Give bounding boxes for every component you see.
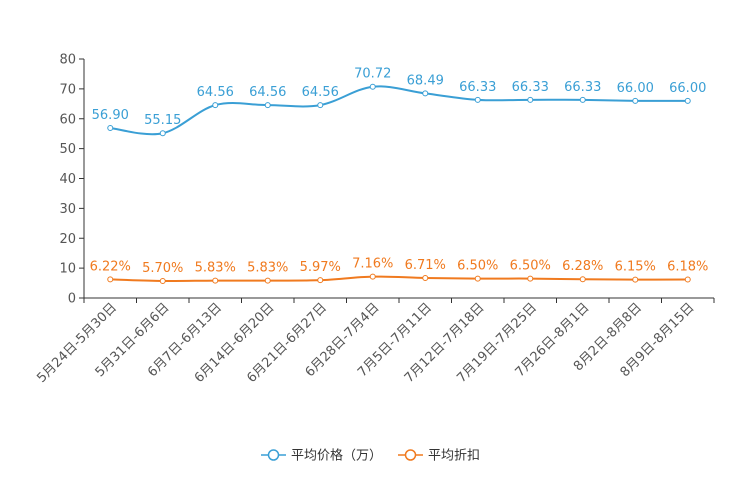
data-point[interactable] — [107, 276, 114, 283]
data-label: 68.49 — [407, 73, 444, 88]
data-label: 7.16% — [352, 257, 393, 272]
y-tick-label: 0 — [68, 292, 76, 307]
y-tick-label: 70 — [59, 82, 76, 97]
data-label: 66.33 — [512, 80, 549, 95]
data-label: 6.15% — [615, 260, 656, 275]
legend-swatch-marker — [267, 449, 280, 461]
series-1: 56.90 55.15 64.56 64.56 64.56 70.72 68.49 66.33… — [92, 67, 706, 137]
y-tick-label: 20 — [59, 232, 76, 247]
data-label: 66.33 — [459, 80, 496, 95]
data-point[interactable] — [159, 130, 166, 137]
data-label: 5.83% — [195, 261, 236, 276]
y-tick-label: 80 — [59, 53, 76, 68]
data-point[interactable] — [422, 90, 429, 97]
series-2: 6.22% 5.70% 5.83% 5.83% 5.97% 7.16% 6.71% 6.50%… — [90, 257, 708, 284]
legend-label: 平均折扣 — [428, 449, 480, 464]
y-tick-label: 10 — [59, 262, 76, 277]
data-point[interactable] — [684, 276, 691, 283]
data-label: 5.97% — [300, 260, 341, 275]
data-point[interactable] — [317, 277, 324, 284]
data-point[interactable] — [527, 275, 534, 282]
series-line — [110, 85, 688, 136]
data-label: 55.15 — [144, 113, 181, 128]
y-tick-label: 40 — [59, 172, 76, 187]
data-label: 6.22% — [90, 259, 131, 274]
data-label: 5.83% — [247, 261, 288, 276]
legend-swatch-marker — [404, 449, 417, 461]
data-label: 64.56 — [302, 85, 339, 100]
data-point[interactable] — [527, 96, 534, 103]
data-point[interactable] — [264, 277, 271, 284]
data-label: 6.18% — [667, 260, 708, 275]
legend-item-1[interactable]: 平均价格（万） — [261, 448, 382, 464]
data-point[interactable] — [632, 97, 639, 104]
data-label: 6.28% — [562, 259, 603, 274]
data-label: 70.72 — [354, 67, 391, 82]
data-point[interactable] — [212, 102, 219, 109]
data-label: 66.33 — [564, 80, 601, 95]
data-point[interactable] — [422, 274, 429, 281]
data-point[interactable] — [579, 276, 586, 283]
data-point[interactable] — [684, 97, 691, 104]
legend[interactable]: 平均价格（万） 平均折扣 — [261, 448, 480, 464]
legend-item-2[interactable]: 平均折扣 — [398, 449, 480, 464]
y-tick-label: 60 — [59, 112, 76, 127]
data-label: 66.00 — [617, 81, 654, 96]
series-layer: 56.90 55.15 64.56 64.56 64.56 70.72 68.49 66.33… — [90, 67, 708, 284]
data-point[interactable] — [212, 277, 219, 284]
data-point[interactable] — [107, 125, 114, 132]
data-point[interactable] — [369, 273, 376, 280]
data-point[interactable] — [369, 83, 376, 90]
data-label: 5.70% — [142, 261, 183, 276]
data-label: 56.90 — [92, 108, 129, 123]
data-point[interactable] — [579, 96, 586, 103]
data-label: 64.56 — [197, 85, 234, 100]
data-point[interactable] — [474, 96, 481, 103]
data-label: 64.56 — [249, 85, 286, 100]
data-point[interactable] — [159, 277, 166, 284]
x-axis: 5月24日-5月30日5月31日-6月6日6月7日-6月13日6月14日-6月2… — [34, 297, 715, 386]
data-point[interactable] — [264, 102, 271, 109]
data-point[interactable] — [474, 275, 481, 282]
y-axis: 0 10 20 30 40 50 60 70 80 — [59, 53, 85, 307]
series-line — [110, 275, 688, 283]
y-tick-label: 30 — [59, 202, 76, 217]
legend-label: 平均价格（万） — [291, 448, 382, 464]
data-label: 66.00 — [669, 81, 706, 96]
data-point[interactable] — [632, 276, 639, 283]
data-point[interactable] — [317, 102, 324, 109]
y-tick-label: 50 — [59, 142, 76, 157]
data-label: 6.50% — [510, 259, 551, 274]
data-label: 6.50% — [457, 259, 498, 274]
data-label: 6.71% — [405, 258, 446, 273]
